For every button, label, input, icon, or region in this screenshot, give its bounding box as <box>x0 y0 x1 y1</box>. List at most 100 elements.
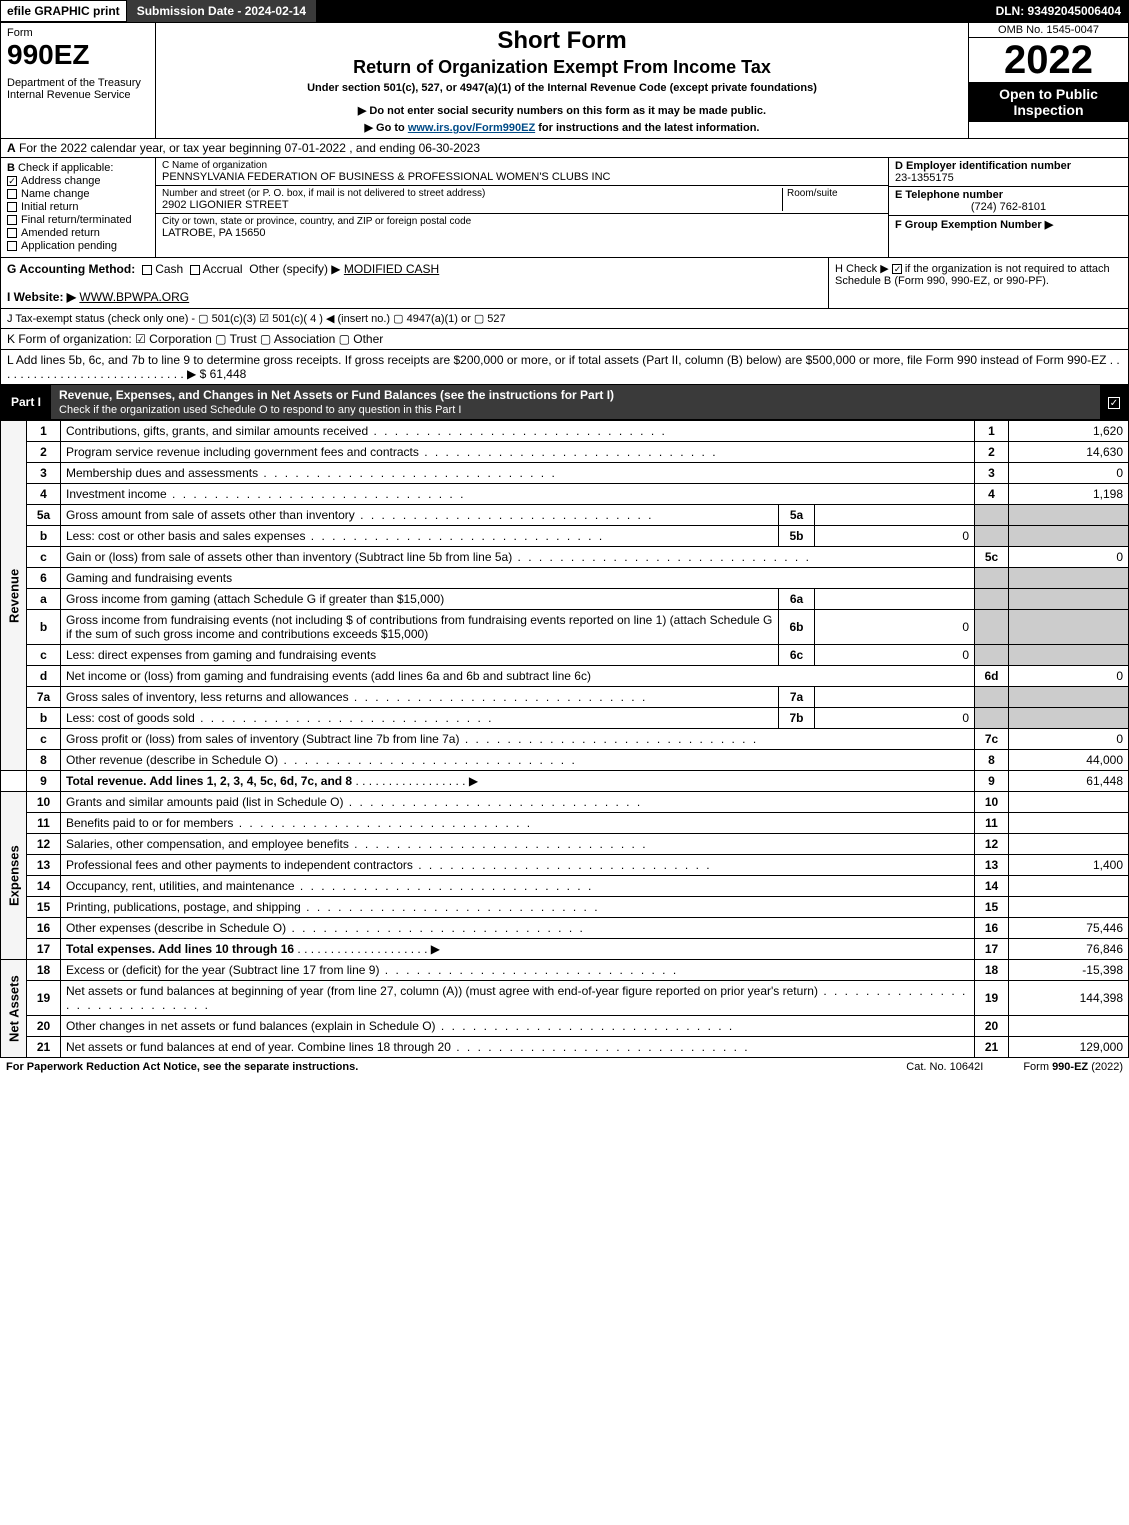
checkbox-icon[interactable] <box>892 264 902 274</box>
line-amount: 44,000 <box>1009 750 1129 771</box>
page-footer: For Paperwork Reduction Act Notice, see … <box>0 1058 1129 1076</box>
line-ref: 19 <box>975 981 1009 1016</box>
sidelabel-netassets: Net Assets <box>1 960 27 1058</box>
cb-application-pending: Application pending <box>7 240 149 252</box>
line-num: 12 <box>27 834 61 855</box>
checkbox-icon[interactable] <box>7 215 17 225</box>
table-row: 15 Printing, publications, postage, and … <box>1 897 1129 918</box>
table-row: 20 Other changes in net assets or fund b… <box>1 1016 1129 1037</box>
checkbox-icon[interactable] <box>190 265 200 275</box>
line-desc: Professional fees and other payments to … <box>61 855 975 876</box>
line-desc: Less: direct expenses from gaming and fu… <box>61 645 779 666</box>
cb-name-change: Name change <box>7 188 149 200</box>
line-ref: 2 <box>975 442 1009 463</box>
table-row: 16 Other expenses (describe in Schedule … <box>1 918 1129 939</box>
col-h: H Check ▶ if the organization is not req… <box>828 258 1128 308</box>
line-num: 18 <box>27 960 61 981</box>
sidelabel-revenue: Revenue <box>1 421 27 771</box>
room-label: Room/suite <box>787 188 882 199</box>
sub-ref: 7a <box>779 687 815 708</box>
footer-formref: Form 990-EZ (2022) <box>1023 1061 1123 1073</box>
line-num: 15 <box>27 897 61 918</box>
line-num: 3 <box>27 463 61 484</box>
checkbox-icon[interactable]: ✓ <box>7 176 17 186</box>
line-num: b <box>27 526 61 547</box>
line-num: 7a <box>27 687 61 708</box>
cb-label: Application pending <box>21 240 117 252</box>
line-ref <box>975 687 1009 708</box>
table-row: a Gross income from gaming (attach Sched… <box>1 589 1129 610</box>
cb-label: Initial return <box>21 201 78 213</box>
block-bcdef: B Check if applicable: ✓Address change N… <box>0 158 1129 258</box>
line-ref <box>975 589 1009 610</box>
line-amount: 0 <box>1009 729 1129 750</box>
row-a-text: For the 2022 calendar year, or tax year … <box>16 141 480 155</box>
sub-ref: 5a <box>779 505 815 526</box>
line-num: b <box>27 610 61 645</box>
org-name: PENNSYLVANIA FEDERATION OF BUSINESS & PR… <box>162 171 882 183</box>
city-row: City or town, state or province, country… <box>156 214 888 241</box>
line-num: 9 <box>27 771 61 792</box>
line-num: a <box>27 589 61 610</box>
table-row: 8 Other revenue (describe in Schedule O)… <box>1 750 1129 771</box>
line-num: 17 <box>27 939 61 960</box>
submission-date-label: Submission Date - 2024-02-14 <box>127 0 316 22</box>
table-row: 14 Occupancy, rent, utilities, and maint… <box>1 876 1129 897</box>
sub-value <box>815 505 975 526</box>
g-cash: Cash <box>155 262 183 276</box>
line-amount <box>1009 505 1129 526</box>
website-value[interactable]: WWW.BPWPA.ORG <box>79 290 189 304</box>
part1-title-text: Revenue, Expenses, and Changes in Net As… <box>59 388 614 402</box>
table-row: 12 Salaries, other compensation, and emp… <box>1 834 1129 855</box>
line-amount <box>1009 1016 1129 1037</box>
table-row: 7a Gross sales of inventory, less return… <box>1 687 1129 708</box>
table-row: 9 Total revenue. Add lines 1, 2, 3, 4, 5… <box>1 771 1129 792</box>
street-label: Number and street (or P. O. box, if mail… <box>162 188 782 199</box>
line-ref <box>975 645 1009 666</box>
checkbox-icon[interactable] <box>7 189 17 199</box>
line-num: 6 <box>27 568 61 589</box>
checkbox-icon[interactable]: ✓ <box>1108 397 1120 409</box>
h-prefix: H Check ▶ <box>835 263 892 275</box>
part1-check-label: Check if the organization used Schedule … <box>59 404 461 416</box>
line-ref: 7c <box>975 729 1009 750</box>
line-ref: 18 <box>975 960 1009 981</box>
line-amount <box>1009 687 1129 708</box>
line-desc: Other expenses (describe in Schedule O) <box>61 918 975 939</box>
checkbox-icon[interactable] <box>7 241 17 251</box>
under-section-label: Under section 501(c), 527, or 4947(a)(1)… <box>164 82 960 94</box>
cb-label: Name change <box>21 188 90 200</box>
line-num: 16 <box>27 918 61 939</box>
line-desc: Less: cost of goods sold <box>61 708 779 729</box>
line-amount <box>1009 876 1129 897</box>
line-ref: 17 <box>975 939 1009 960</box>
line-desc: Benefits paid to or for members <box>61 813 975 834</box>
line-ref <box>975 526 1009 547</box>
sub-ref: 7b <box>779 708 815 729</box>
line-ref: 10 <box>975 792 1009 813</box>
checkbox-icon[interactable] <box>7 228 17 238</box>
line-amount: 0 <box>1009 547 1129 568</box>
line-ref: 15 <box>975 897 1009 918</box>
checkbox-icon[interactable] <box>142 265 152 275</box>
line-ref: 14 <box>975 876 1009 897</box>
sub-value: 0 <box>815 610 975 645</box>
col-b-label: B <box>7 162 15 174</box>
checkbox-icon[interactable] <box>7 202 17 212</box>
ein-label: D Employer identification number <box>895 160 1122 172</box>
table-row: c Gain or (loss) from sale of assets oth… <box>1 547 1129 568</box>
line-desc: Gross amount from sale of assets other t… <box>61 505 779 526</box>
sub-value: 0 <box>815 526 975 547</box>
line-amount: 129,000 <box>1009 1037 1129 1058</box>
line-desc: Contributions, gifts, grants, and simila… <box>61 421 975 442</box>
irs-link[interactable]: www.irs.gov/Form990EZ <box>408 122 535 134</box>
cb-label: Address change <box>21 175 101 187</box>
top-bar: efile GRAPHIC print Submission Date - 20… <box>0 0 1129 22</box>
line-ref: 16 <box>975 918 1009 939</box>
row-l: L Add lines 5b, 6c, and 7b to line 9 to … <box>0 350 1129 385</box>
line-ref <box>975 708 1009 729</box>
form-title: Short Form <box>164 27 960 55</box>
i-label: I Website: ▶ <box>7 290 76 304</box>
table-row: b Less: cost or other basis and sales ex… <box>1 526 1129 547</box>
line-ref: 13 <box>975 855 1009 876</box>
